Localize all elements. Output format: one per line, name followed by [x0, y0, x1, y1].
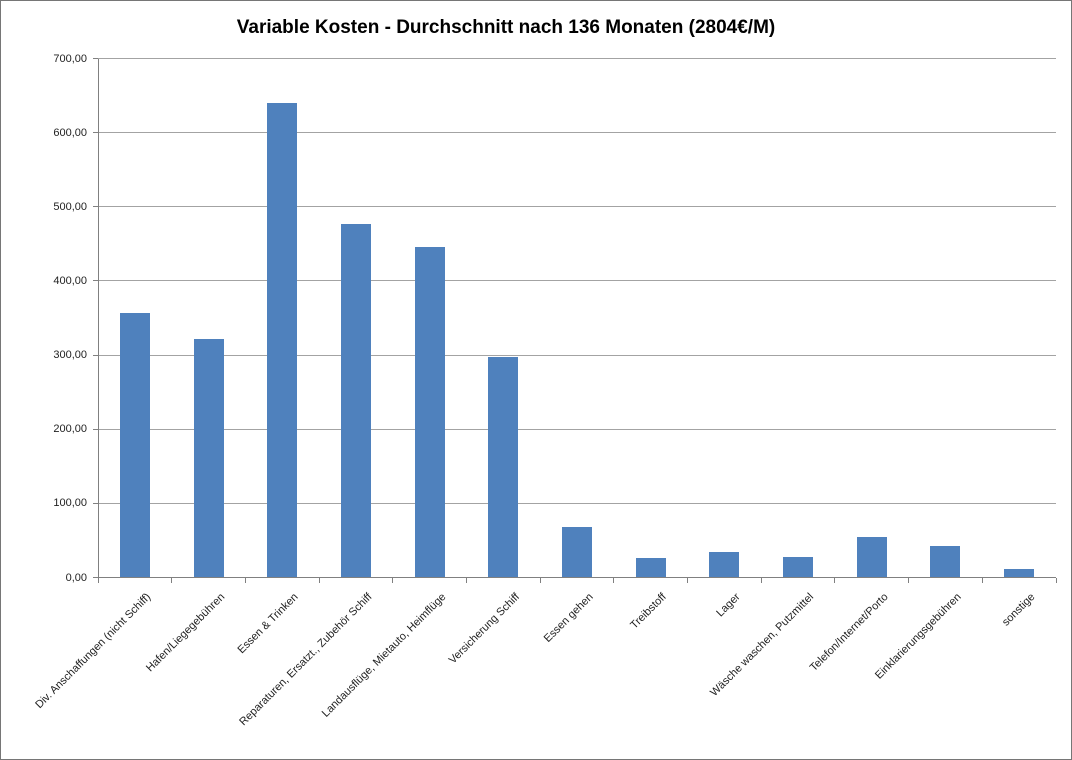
x-tick-label: Reparaturen, Ersatzt., Zubehör Schiff	[237, 590, 375, 728]
y-axis-tick	[93, 502, 98, 504]
bar	[856, 537, 887, 578]
chart-title: Variable Kosten - Durchschnitt nach 136 …	[236, 17, 776, 38]
x-tick-label: Telefon/Internet/Porto	[807, 590, 891, 674]
bar	[562, 527, 592, 578]
gridline	[98, 280, 1056, 282]
bar	[709, 552, 740, 578]
x-axis-tick	[244, 577, 246, 583]
bar	[119, 312, 150, 578]
gridline	[98, 502, 1056, 504]
bar	[635, 558, 666, 578]
bar	[267, 102, 298, 578]
bar	[488, 357, 519, 578]
y-axis-tick	[93, 354, 98, 356]
x-tick-label: Essen gehen	[541, 590, 596, 645]
x-axis-tick	[981, 577, 983, 583]
bar	[414, 246, 445, 578]
x-axis-tick	[465, 577, 467, 583]
bar	[1004, 568, 1035, 578]
x-axis	[98, 577, 1056, 578]
gridline	[98, 58, 1056, 59]
x-axis-tick	[97, 577, 99, 583]
y-axis-tick	[93, 206, 98, 208]
x-axis-tick	[318, 577, 320, 583]
bar	[930, 545, 961, 578]
x-axis-tick	[834, 577, 836, 583]
y-tick-label: 400,00	[53, 274, 87, 287]
gridline	[98, 428, 1056, 430]
y-tick-label: 0,00	[65, 571, 87, 584]
y-axis-tick	[93, 280, 98, 282]
x-axis-tick	[613, 577, 615, 583]
y-axis-tick	[93, 58, 98, 59]
x-tick-label: Landausflüge, Mietauto, Heimflüge	[319, 590, 449, 720]
y-axis-tick	[93, 132, 98, 134]
gridline	[98, 206, 1056, 208]
x-axis-tick	[539, 577, 541, 583]
y-axis-tick	[93, 577, 98, 578]
x-tick-label: Lager	[714, 590, 743, 619]
bar	[340, 223, 371, 578]
y-tick-label: 300,00	[53, 349, 87, 362]
x-axis-tick	[908, 577, 910, 583]
x-tick-label: Versicherung Schiff	[446, 590, 522, 666]
x-tick-label: Hafen/Liegegebühren	[143, 590, 228, 674]
x-axis-tick	[760, 577, 762, 583]
x-tick-label: sonstige	[1000, 590, 1038, 628]
y-tick-label: 200,00	[53, 423, 87, 436]
y-tick-label: 700,00	[53, 52, 87, 65]
bar	[193, 338, 224, 578]
y-tick-label: 600,00	[53, 126, 87, 139]
y-tick-label: 500,00	[53, 200, 87, 213]
y-axis	[97, 58, 99, 578]
x-tick-label: Treibstoff	[628, 590, 670, 631]
gridline	[98, 132, 1056, 134]
x-tick-label: Essen & Trinken	[235, 590, 301, 656]
x-tick-label: Div. Anschaffungen (nicht Schiff)	[33, 590, 154, 711]
y-axis-tick	[93, 428, 98, 430]
gridline	[98, 354, 1056, 356]
y-tick-label: 100,00	[53, 497, 87, 510]
bar	[783, 556, 814, 578]
x-axis-tick	[687, 577, 689, 583]
x-axis-tick	[171, 577, 173, 583]
x-axis-tick	[1055, 577, 1057, 583]
x-axis-tick	[392, 577, 394, 583]
